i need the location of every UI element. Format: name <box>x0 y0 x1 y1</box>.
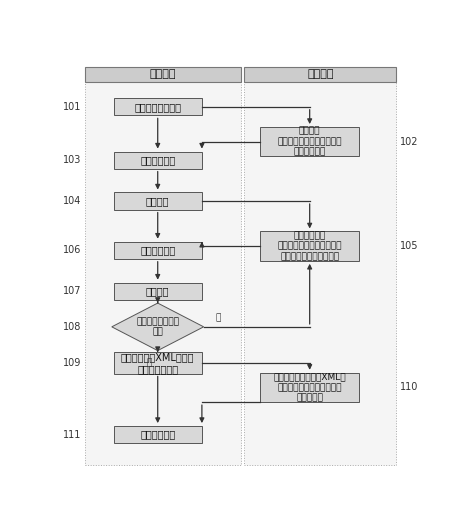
Text: 显示角色列表: 显示角色列表 <box>140 155 175 165</box>
Bar <box>85 66 240 82</box>
Bar <box>260 231 359 261</box>
Text: 103: 103 <box>63 155 81 165</box>
Text: 108: 108 <box>63 322 81 332</box>
Bar <box>113 352 202 373</box>
Text: 104: 104 <box>63 196 81 206</box>
Bar <box>113 98 202 115</box>
Text: 展现节点列表: 展现节点列表 <box>140 245 175 255</box>
Bar <box>113 282 202 300</box>
Text: 110: 110 <box>399 383 417 393</box>
Text: 提示：继续流程配
置？: 提示：继续流程配 置？ <box>136 317 179 337</box>
Bar <box>113 193 202 210</box>
Text: 关系规划判断
读取关系规则库，结合权限
提取符合条件的节点列表: 关系规划判断 读取关系规则库，结合权限 提取符合条件的节点列表 <box>277 231 341 261</box>
Bar <box>113 426 202 443</box>
Text: 105: 105 <box>399 241 417 251</box>
Bar <box>244 66 395 82</box>
Bar <box>85 76 240 466</box>
Text: 是: 是 <box>215 313 220 322</box>
Text: 111: 111 <box>63 429 81 439</box>
Bar <box>113 152 202 169</box>
Bar <box>260 127 359 156</box>
Polygon shape <box>111 303 203 351</box>
Text: 102: 102 <box>399 137 417 147</box>
Text: 109: 109 <box>63 358 81 368</box>
Text: 101: 101 <box>63 102 81 112</box>
Text: 权限过滤
读取权限规则库，展现该账
号所拥有角色: 权限过滤 读取权限规则库，展现该账 号所拥有角色 <box>277 127 341 156</box>
Text: 输入系统登录账号: 输入系统登录账号 <box>134 102 181 112</box>
Bar <box>244 76 395 466</box>
Text: 备份手持终端的流程XML，
并将流程与登录账号、所配
置角色绑定: 备份手持终端的流程XML， 并将流程与登录账号、所配 置角色绑定 <box>273 372 345 402</box>
Text: 手持终端: 手持终端 <box>149 70 176 79</box>
Text: 选择节点: 选择节点 <box>146 286 169 296</box>
Text: 流程配置完毕: 流程配置完毕 <box>140 429 175 439</box>
Text: 自动保存流程XML，并上
传至服务器备份: 自动保存流程XML，并上 传至服务器备份 <box>121 352 194 373</box>
Text: 服务器端: 服务器端 <box>306 70 333 79</box>
Bar <box>113 242 202 259</box>
Text: 否: 否 <box>146 358 151 367</box>
Text: 107: 107 <box>63 286 81 296</box>
Text: 106: 106 <box>63 245 81 255</box>
Text: 选择角色: 选择角色 <box>146 196 169 206</box>
Bar <box>260 373 359 402</box>
